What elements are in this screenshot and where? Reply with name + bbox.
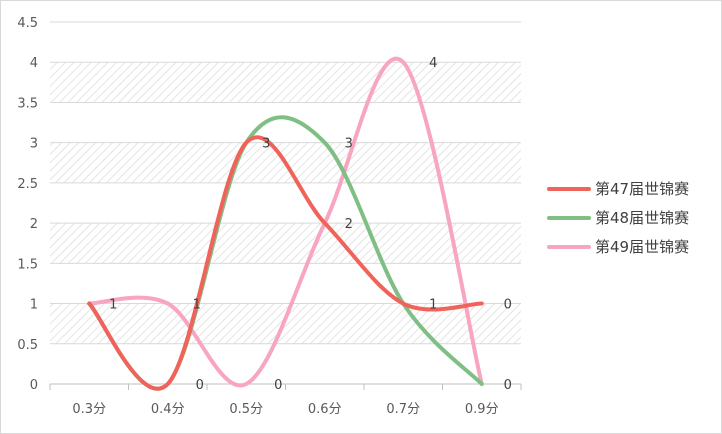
data-label: 0 [196,378,204,393]
y-tick-label: 3 [30,137,38,152]
series-line-1 [87,135,484,391]
x-tick-label: 0.3分 [72,402,106,417]
legend-label: 第47届世锦赛 [595,180,690,198]
data-label: 2 [345,217,353,232]
data-label: 0 [274,378,282,393]
y-tick-label: 4.5 [17,16,38,31]
x-tick-label: 0.7分 [386,402,420,417]
y-tick-label: 2 [30,217,38,232]
data-label: 0 [504,378,512,393]
data-label: 3 [345,137,353,152]
y-tick-label: 4 [30,56,38,71]
x-tick-label: 0.9分 [465,402,499,417]
data-label: 1 [109,298,117,313]
legend-swatch [547,215,591,220]
x-tick-label: 0.5分 [229,402,263,417]
legend-swatch [547,244,591,249]
legend-item: 第49届世锦赛 [547,232,689,261]
x-tick-label: 0.4分 [151,402,185,417]
x-tick-label: 0.6分 [308,402,342,417]
grid-band [50,223,521,264]
y-tick-label: 2.5 [17,177,38,192]
y-tick-label: 1 [30,298,38,313]
data-label: 1 [193,298,201,313]
data-label: 1 [429,298,437,313]
y-tick-label: 1.5 [17,257,38,272]
legend: 第47届世锦赛 第48届世锦赛 第49届世锦赛 [547,174,689,261]
legend-swatch [547,186,591,191]
y-tick-label: 3.5 [17,96,38,111]
legend-item: 第47届世锦赛 [547,174,689,203]
legend-label: 第48届世锦赛 [595,209,690,227]
legend-item: 第48届世锦赛 [547,203,689,232]
grid-band [50,62,521,103]
y-tick-label: 0 [30,378,38,393]
y-tick-label: 0.5 [17,338,38,353]
data-label: 0 [504,298,512,313]
legend-label: 第49届世锦赛 [595,238,690,256]
data-label: 4 [429,56,437,71]
data-label: 3 [262,137,270,152]
series-line-3 [87,57,484,388]
